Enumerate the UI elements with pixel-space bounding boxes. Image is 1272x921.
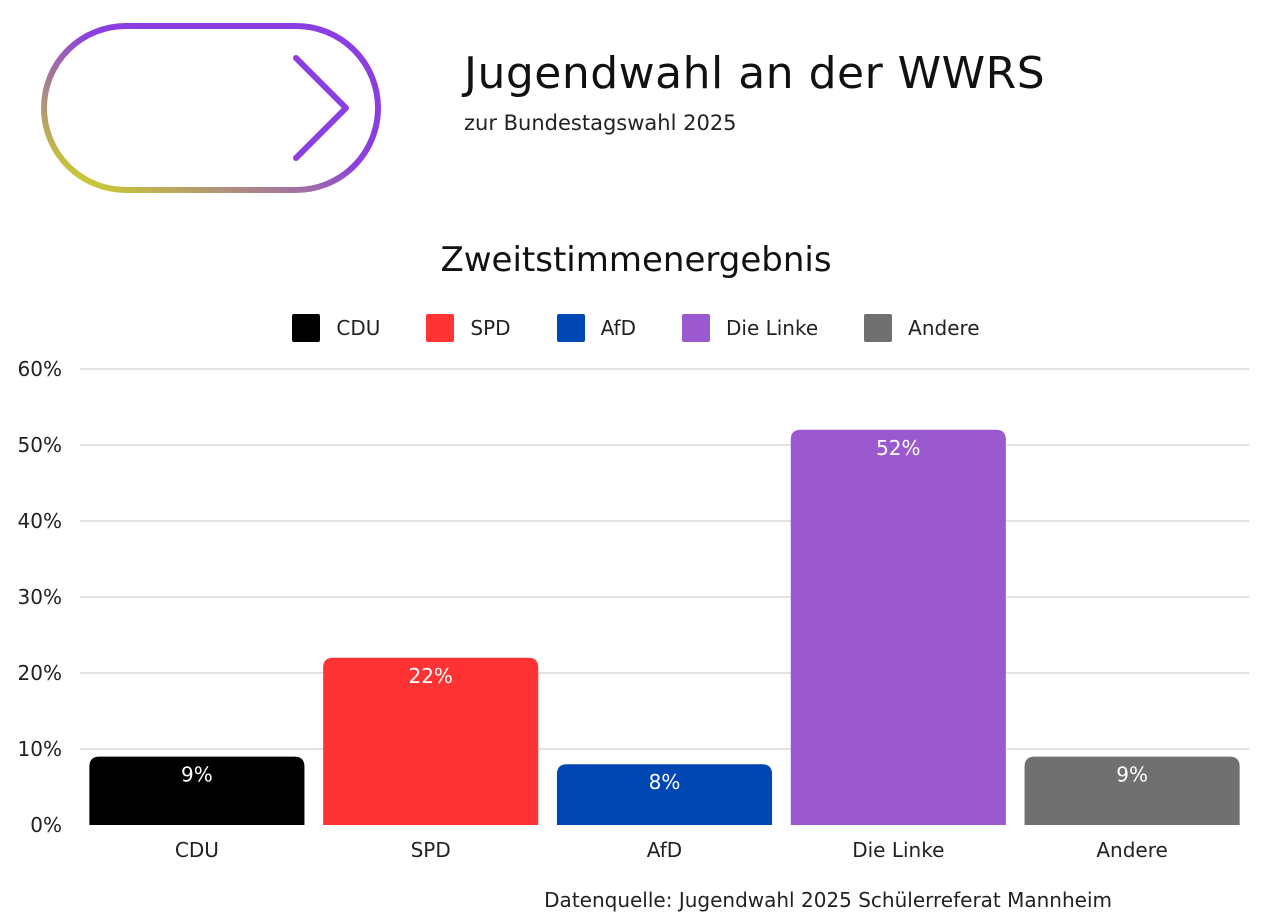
y-tick-label: 0% [30, 813, 62, 837]
legend-label: Andere [908, 316, 980, 340]
bar [323, 657, 539, 825]
page-title: Jugendwahl an der WWRS [464, 48, 1046, 99]
legend-item: CDU [292, 314, 380, 342]
bar-value-label: 22% [408, 664, 452, 688]
x-tick-label: AfD [647, 838, 682, 862]
x-tick-label: Die Linke [852, 838, 944, 862]
y-tick-label: 10% [18, 737, 62, 761]
bar [89, 756, 305, 825]
data-source: Datenquelle: Jugendwahl 2025 Schülerrefe… [544, 888, 1112, 912]
y-tick-label: 30% [18, 585, 62, 609]
bar-value-label: 9% [1116, 763, 1148, 787]
bar [790, 429, 1006, 825]
legend-swatch [426, 314, 455, 342]
arrow-right-pill-icon [41, 23, 381, 193]
x-tick-label: CDU [175, 838, 219, 862]
legend-item: AfD [556, 314, 636, 342]
legend-item: Andere [864, 314, 980, 342]
chart-legend: CDU SPD AfD Die Linke Andere [0, 312, 1272, 344]
legend-item: Die Linke [681, 314, 819, 342]
legend-swatch [292, 314, 321, 342]
y-tick-label: 50% [18, 433, 62, 457]
x-tick-label: Andere [1096, 838, 1167, 862]
logo-arrow-head [293, 55, 349, 161]
bar [556, 764, 773, 825]
bar-value-label: 8% [649, 770, 681, 794]
bar-chart: 0% 10% 20% 30% 40% 50% 60% 9% CDU 22% SPD 8% AfD 52% D… [18, 357, 1249, 862]
logo-pill-outline [41, 23, 381, 193]
legend-label: CDU [336, 316, 381, 340]
y-tick-label: 60% [18, 357, 62, 381]
bar-value-label: 9% [181, 763, 213, 787]
bar-value-label: 52% [876, 436, 920, 460]
legend-label: Die Linke [725, 316, 819, 340]
page-subtitle: zur Bundestagswahl 2025 [464, 111, 737, 135]
x-tick-label: SPD [411, 838, 451, 862]
y-tick-label: 20% [18, 661, 62, 685]
legend-item: SPD [426, 314, 511, 342]
legend-label: SPD [470, 316, 511, 340]
bar [1024, 756, 1240, 825]
legend-swatch [864, 314, 893, 342]
chart-title: Zweitstimmenergebnis [440, 240, 832, 280]
legend-label: AfD [600, 316, 636, 340]
y-tick-label: 40% [18, 509, 62, 533]
legend-swatch [556, 314, 585, 342]
legend-swatch [681, 314, 710, 342]
